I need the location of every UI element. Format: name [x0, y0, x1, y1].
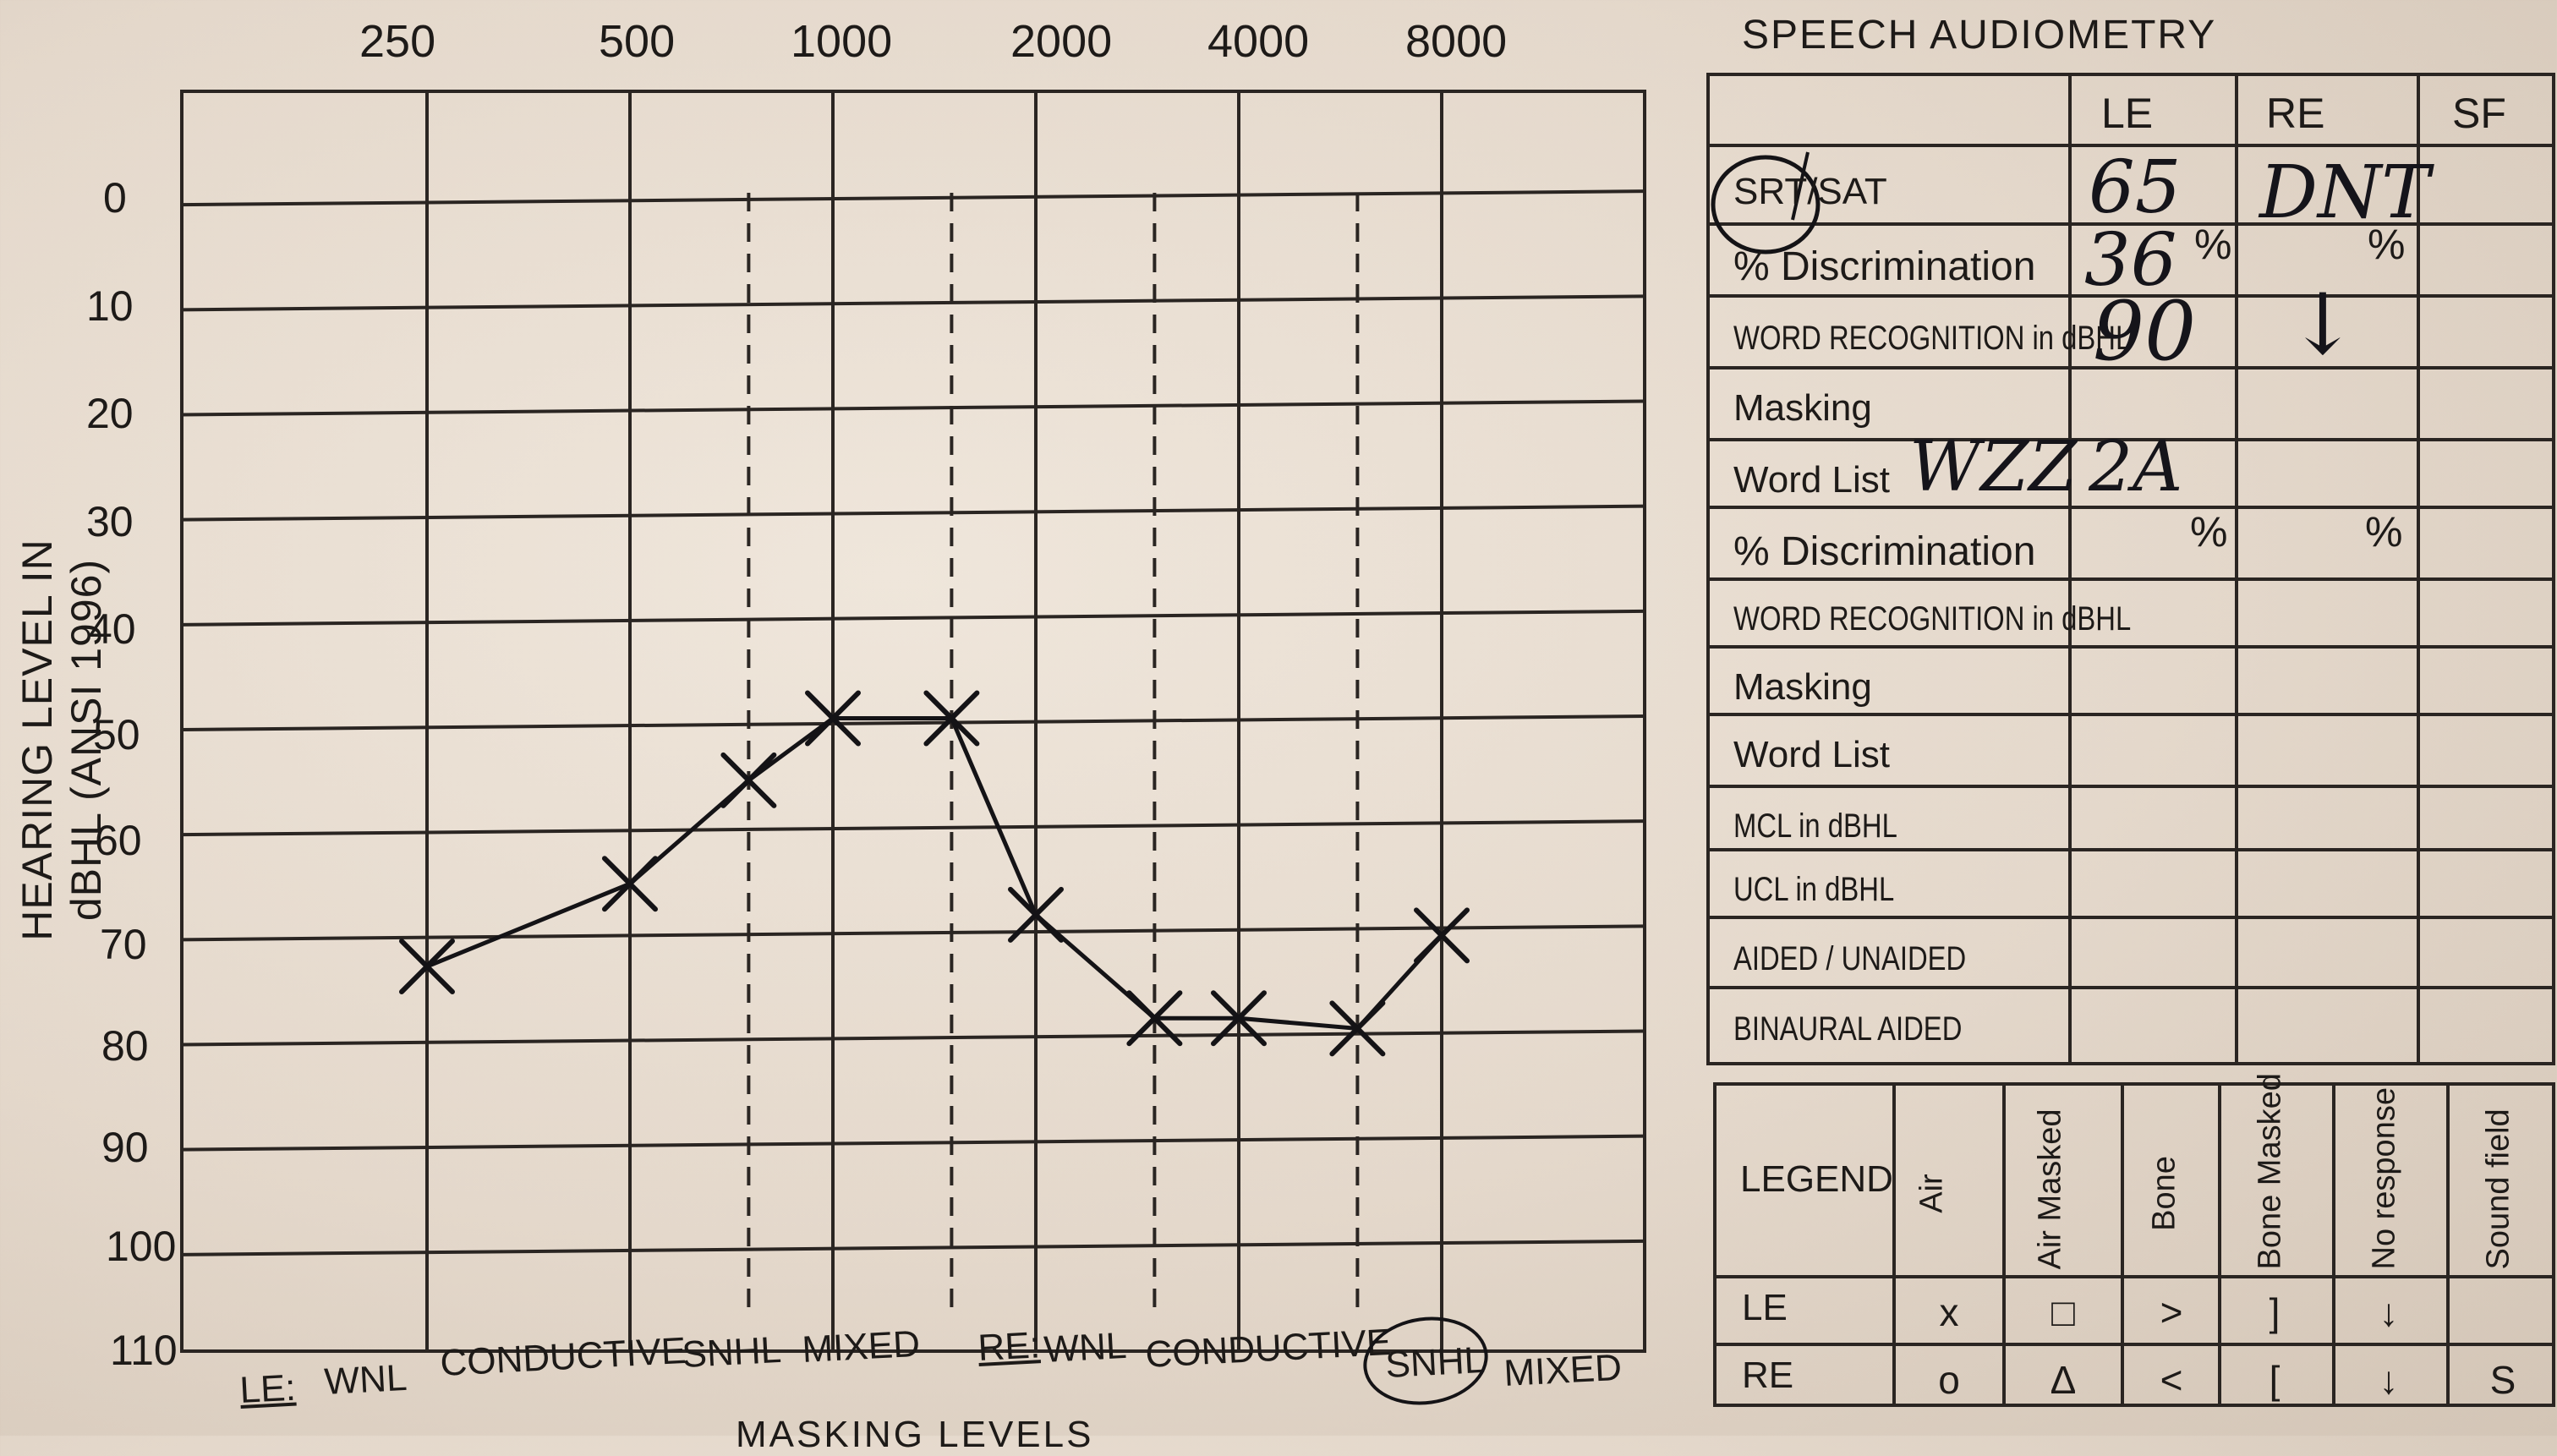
legend-row-re: RE	[1742, 1355, 1794, 1396]
freq-label-250: 250	[359, 16, 436, 67]
speech-col-re: RE	[2266, 90, 2325, 137]
row-label-word-list-2: Word List	[1733, 734, 1891, 775]
legend-le-bone-masked-symbol: ]	[2269, 1290, 2280, 1334]
legend-re-air-masked-symbol: Δ	[2050, 1358, 2077, 1402]
left-ear-air-marker	[1126, 990, 1183, 1047]
left-ear-air-marker	[602, 856, 658, 912]
db-label: 110	[110, 1327, 178, 1374]
row-label-word-recognition: WORD RECOGNITION in dBHL	[1733, 320, 2132, 357]
left-ear-air-line	[424, 716, 1444, 1032]
legend-row-le: LE	[1742, 1287, 1788, 1328]
row-label-discrimination: % Discrimination	[1733, 244, 2036, 289]
speech-col-le: LE	[2101, 90, 2154, 137]
db-label: 40	[89, 605, 136, 653]
freq-label-2000: 2000	[1010, 16, 1113, 67]
legend-re-air-symbol: o	[1938, 1358, 1960, 1402]
row-label-mcl: MCL in dBHL	[1733, 807, 1897, 845]
db-label: 100	[106, 1223, 177, 1270]
re-word-recognition-arrow: ↓	[2287, 275, 2358, 374]
legend-title: LEGEND	[1740, 1158, 1893, 1200]
legend-le-bone-symbol: >	[2160, 1290, 2183, 1334]
row-label-ucl: UCL in dBHL	[1733, 871, 1895, 908]
speech-col-sf: SF	[2452, 90, 2506, 137]
legend-col-air: Air	[1914, 1174, 1950, 1213]
legend-re-sound-field-symbol: S	[2489, 1358, 2516, 1402]
db-label: 10	[86, 282, 134, 330]
db-label: 0	[103, 174, 127, 222]
legend-col-no-response: No response	[2366, 1087, 2402, 1270]
le-discrimination-value: 36	[2084, 218, 2177, 303]
left-ear-air-marker	[720, 752, 777, 808]
db-label: 70	[100, 921, 147, 968]
row-label-masking-2: Masking	[1733, 666, 1872, 708]
left-ear-air-marker	[923, 690, 980, 747]
row-label-word-list: Word List	[1733, 459, 1891, 501]
row-label-discrimination-2: % Discrimination	[1733, 529, 2036, 574]
left-ear-air-marker	[1329, 1000, 1386, 1057]
db-label: 20	[86, 390, 134, 437]
re-srt-value: DNT	[2259, 151, 2430, 235]
speech-title: SPEECH AUDIOMETRY	[1742, 13, 2217, 57]
legend-col-air-masked: Air Masked	[2032, 1108, 2068, 1270]
le-percent-sign-2: %	[2190, 508, 2228, 556]
legend-le-no-response-symbol: ↓	[2379, 1290, 2399, 1334]
freq-label-8000: 8000	[1405, 16, 1508, 67]
freq-label-500: 500	[599, 16, 676, 67]
legend-col-sound-field: Sound field	[2480, 1108, 2516, 1270]
le-percent-sign: %	[2194, 221, 2232, 268]
left-ear-air-marker	[805, 690, 861, 747]
legend-re-bone-masked-symbol: [	[2269, 1358, 2280, 1402]
le-word-list-value: 2A	[2089, 427, 2183, 507]
le-word-recognition-value: 90	[2093, 284, 2197, 379]
row-label-aided-unaided: AIDED / UNAIDED	[1733, 940, 1967, 977]
left-ear-air-marker	[1008, 886, 1064, 943]
legend-re-no-response-symbol: ↓	[2379, 1358, 2399, 1402]
legend-col-bone: Bone	[2146, 1156, 2182, 1231]
legend-col-bone-masked: Bone Masked	[2252, 1073, 2288, 1270]
freq-label-4000: 4000	[1207, 16, 1310, 67]
left-ear-air-marker	[399, 939, 455, 995]
audiogram-frame	[180, 90, 1646, 1353]
left-ear-air-marker	[1414, 907, 1470, 964]
row-label-binaural-aided: BINAURAL AIDED	[1733, 1010, 1963, 1048]
legend-le-air-masked-symbol: □	[2051, 1290, 2075, 1334]
left-ear-air-marker	[1211, 990, 1267, 1047]
row-label-srt: SRT/SAT	[1733, 171, 1887, 212]
re-percent-sign-2: %	[2365, 508, 2403, 556]
row-label-masking: Masking	[1733, 387, 1872, 429]
db-label: 90	[101, 1124, 149, 1171]
re-percent-sign: %	[2368, 221, 2406, 268]
db-label: 60	[95, 817, 142, 864]
db-label: 30	[86, 498, 134, 545]
db-label: 80	[101, 1022, 149, 1070]
db-label: 50	[93, 711, 140, 758]
legend-le-air-symbol: x	[1939, 1290, 1959, 1334]
le-srt-value: 65	[2089, 145, 2182, 230]
word-list-value: WZZ	[1909, 427, 2078, 507]
freq-label-1000: 1000	[791, 16, 893, 67]
legend-re-bone-symbol: <	[2160, 1358, 2183, 1402]
row-label-word-recognition-2: WORD RECOGNITION in dBHL	[1733, 600, 2132, 638]
